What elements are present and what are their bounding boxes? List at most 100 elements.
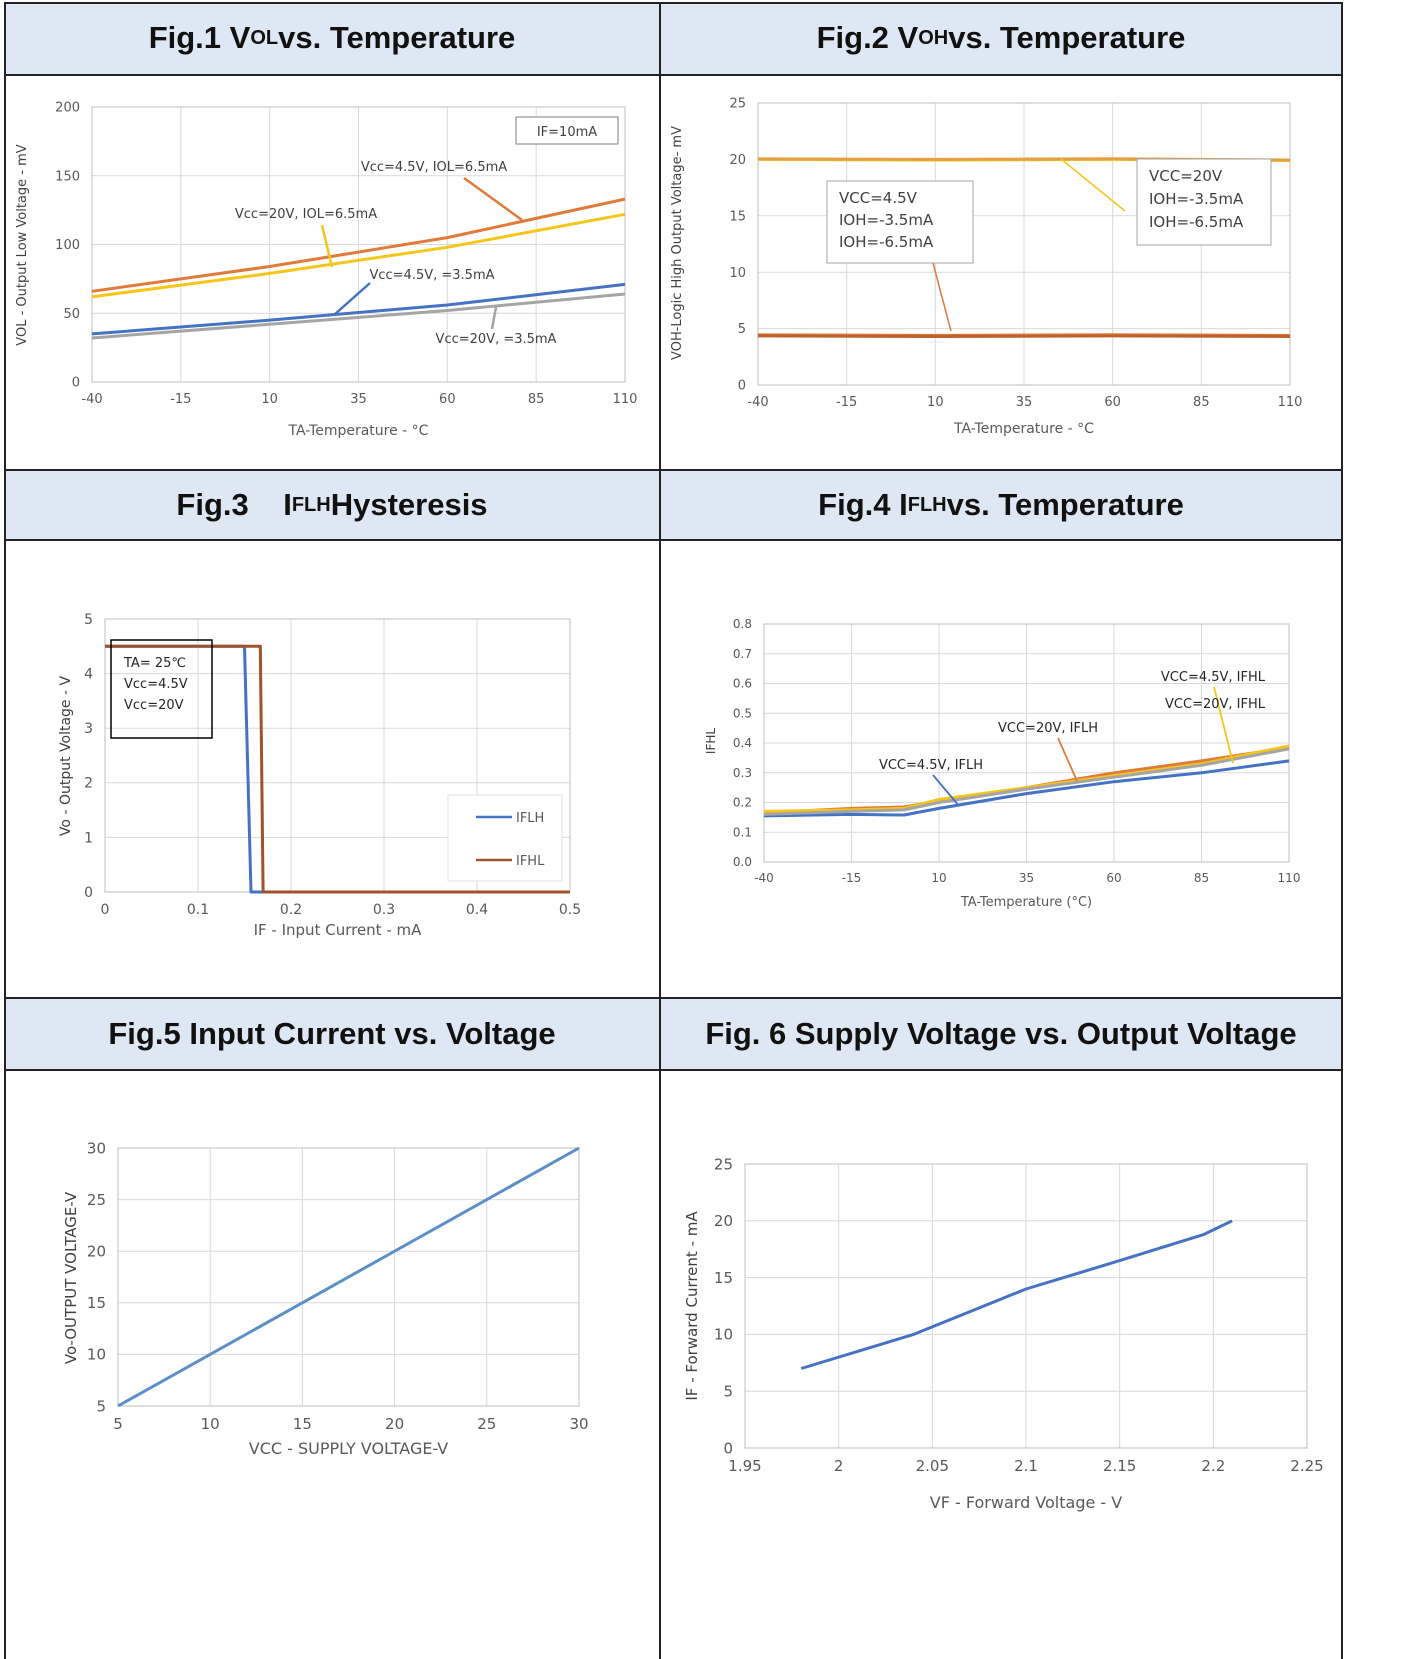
fig2-left-box-line: IOH=-6.5mA — [839, 233, 934, 251]
fig2-plot-frame — [757, 102, 1291, 386]
fig6-xtick-label: 2.1 — [1014, 1457, 1038, 1475]
table-rule-1 — [4, 74, 1343, 76]
fig4-series-line-3 — [763, 747, 1290, 816]
fig4-ytick-label: 0.7 — [733, 647, 752, 661]
fig3-ytick-label: 5 — [84, 612, 93, 628]
fig5-xtick-label: 20 — [385, 1415, 404, 1433]
fig3-ytick-label: 0 — [84, 885, 93, 901]
fig3-ytick-label: 2 — [84, 776, 93, 792]
fig1-series-line-0 — [91, 197, 626, 293]
fig4-ytick-label: 0.6 — [733, 677, 752, 691]
table-border-left — [4, 2, 6, 1659]
fig4-xtick-label: 60 — [1106, 871, 1121, 885]
fig5-xtick-label: 10 — [201, 1415, 220, 1433]
fig3-xtick-label: 0.2 — [280, 902, 302, 918]
fig1-ytick-label: 50 — [63, 307, 80, 322]
fig2-left-box — [826, 180, 974, 264]
fig4-ytick-label: 0.8 — [733, 617, 752, 631]
fig5-xtick-label: 25 — [477, 1415, 496, 1433]
fig5-ytick-label: 30 — [87, 1139, 106, 1157]
fig1-series-line-1 — [91, 212, 626, 299]
fig5-xtick-label: 30 — [569, 1415, 588, 1433]
fig3-legend-label: IFHL — [516, 854, 545, 869]
fig2-left-leader — [932, 262, 952, 332]
fig2-xtick-label: -40 — [747, 395, 768, 410]
fig1-annotation-leader — [463, 176, 523, 222]
fig3-xtick-label: 0.5 — [559, 902, 581, 918]
table-rule-2 — [4, 469, 1343, 471]
fig1-xtick-label: 60 — [439, 392, 456, 407]
fig5-x-axis-label: VCC - SUPPLY VOLTAGE-V — [249, 1439, 449, 1458]
fig1-annotation-label: Vcc=20V, IOL=6.5mA — [235, 207, 377, 222]
fig1-ytick-label: 150 — [55, 169, 80, 184]
header-fig5: Fig.5 Input Current vs. Voltage — [4, 998, 660, 1070]
fig1-y-axis-label: VOL - Output Low Voltage - mV — [15, 144, 30, 345]
fig3-xtick-label: 0.1 — [187, 902, 209, 918]
fig2-y-axis-label: VOH-Logic High Output Voltage- mV — [670, 126, 685, 360]
fig6-xtick-label: 2.05 — [916, 1457, 949, 1475]
fig2-xtick-label: -15 — [836, 395, 857, 410]
fig2-ytick-label: 10 — [729, 266, 746, 281]
fig3-ytick-label: 3 — [84, 721, 93, 737]
fig3-condition-line: Vcc=20V — [124, 698, 184, 713]
header-fig3-post: Hysteresis — [330, 487, 488, 522]
header-fig1: Fig.1 V OL vs. Temperature — [4, 2, 660, 74]
fig4-xtick-label: 85 — [1194, 871, 1209, 885]
fig1-xtick-label: 85 — [528, 392, 545, 407]
fig3-xtick-label: 0.4 — [466, 902, 488, 918]
fig1-series-line-2 — [91, 282, 626, 336]
fig1-xtick-label: -40 — [81, 392, 102, 407]
fig5-ytick-label: 5 — [96, 1397, 106, 1415]
fig2-ytick-label: 0 — [738, 379, 746, 394]
fig1-series-line-3 — [91, 292, 626, 340]
fig6-ytick-label: 25 — [714, 1155, 733, 1173]
fig1-annotation-leader — [490, 306, 498, 330]
fig3-ytick-label: 1 — [84, 830, 93, 846]
fig4-x-axis-label: TA-Temperature (°C) — [960, 895, 1092, 910]
fig2-ytick-label: 25 — [729, 97, 746, 112]
fig1-annotation-label: Vcc=20V, =3.5mA — [436, 332, 557, 347]
fig3-x-axis-label: IF - Input Current - mA — [254, 921, 423, 939]
fig5-ytick-label: 20 — [87, 1242, 106, 1260]
header-fig3-pre: Fig.3 I — [176, 487, 292, 522]
fig2-ytick-label: 5 — [738, 322, 746, 337]
fig4-annotation-leader — [1057, 737, 1078, 782]
fig3-xtick-label: 0.3 — [373, 902, 395, 918]
fig4-annotation-leader — [1213, 686, 1234, 764]
fig6-ytick-label: 15 — [714, 1269, 733, 1287]
fig1-ytick-label: 200 — [55, 101, 80, 116]
fig4-xtick-label: 35 — [1019, 871, 1034, 885]
fig6-xtick-label: 2.25 — [1290, 1457, 1323, 1475]
fig4-annotation-leader — [932, 774, 960, 807]
fig2-right-box-line: IOH=-6.5mA — [1149, 213, 1244, 231]
fig1-ytick-label: 100 — [55, 238, 80, 253]
fig5-plot-frame — [117, 1147, 580, 1407]
fig1-xtick-label: -15 — [170, 392, 191, 407]
chart-fig5: 5 10 15 20 25 30 5 10 15 20 25 30 VCC - SUPPLY VOLTA… — [62, 1139, 589, 1458]
header-fig4: Fig.4 I FLH vs. Temperature — [660, 470, 1342, 540]
fig1-ytick-label: 0 — [72, 376, 80, 391]
header-fig1-post: vs. Temperature — [278, 20, 516, 55]
fig2-xtick-label: 10 — [927, 395, 944, 410]
fig2-ytick-label: 20 — [729, 153, 746, 168]
fig6-ytick-label: 10 — [714, 1326, 733, 1344]
header-fig2-post: vs. Temperature — [948, 20, 1186, 55]
fig6-x-axis-label: VF - Forward Voltage - V — [930, 1493, 1122, 1512]
fig3-condition-box — [110, 639, 213, 739]
fig4-annotation-label: VCC=20V, IFHL — [1165, 697, 1266, 712]
table-border-right — [1341, 2, 1343, 1659]
fig1-annotation-label: Vcc=4.5V, =3.5mA — [369, 268, 494, 283]
fig4-xtick-label: 110 — [1278, 871, 1301, 885]
chart-fig2: -40 -15 10 35 60 85 110 0 5 10 15 20 25 TA-Temperatur… — [670, 97, 1302, 437]
fig5-ytick-label: 15 — [87, 1294, 106, 1312]
fig6-ytick-label: 5 — [723, 1382, 733, 1400]
fig6-series-line-0 — [800, 1219, 1233, 1370]
fig4-y-axis-label: IFHL — [704, 728, 718, 754]
fig2-xtick-label: 35 — [1016, 395, 1033, 410]
fig4-ytick-label: 0.5 — [733, 706, 752, 720]
fig6-xtick-label: 2 — [834, 1457, 844, 1475]
fig6-y-axis-label: IF - Forward Current - mA — [683, 1211, 701, 1401]
fig5-series-line-0 — [117, 1146, 580, 1408]
fig1-plot-frame — [91, 106, 626, 383]
fig3-y-axis-label: Vo - Output Voltage - V — [58, 676, 74, 837]
